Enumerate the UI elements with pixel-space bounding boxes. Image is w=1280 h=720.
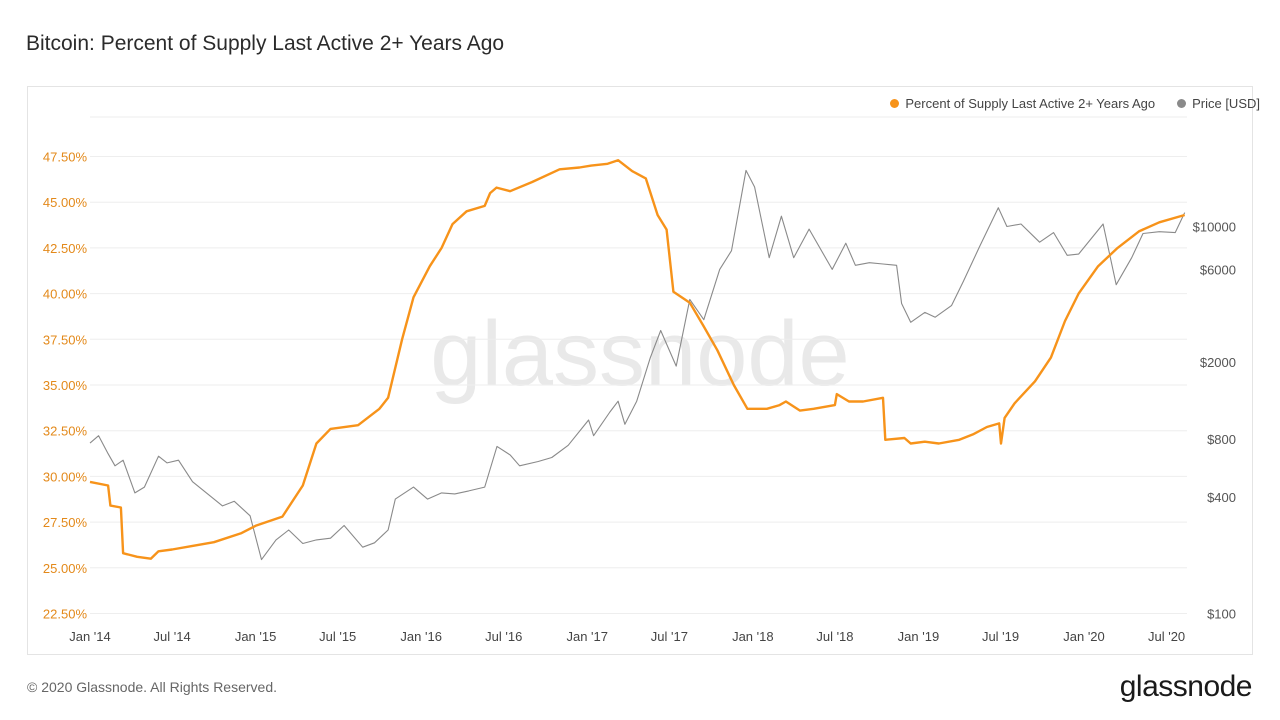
- x-tick-label: Jul '17: [651, 629, 688, 644]
- legend-item-supply[interactable]: Percent of Supply Last Active 2+ Years A…: [890, 96, 1155, 111]
- legend-item-price[interactable]: Price [USD]: [1177, 96, 1260, 111]
- price-series-line: [89, 169, 1186, 561]
- axis-layer: 22.50% 25.00% 27.50% 30.00% 32.50% 35.00% 37.5…: [43, 150, 1236, 645]
- brand-logo[interactable]: glassnode: [1119, 670, 1253, 703]
- y-right-tick-label: $2000: [1200, 355, 1236, 370]
- watermark-text: glassnode: [430, 303, 849, 405]
- copyright-text: © 2020 Glassnode. All Rights Reserved.: [27, 679, 278, 695]
- chart-title: Bitcoin: Percent of Supply Last Active 2…: [26, 32, 505, 55]
- y-left-tick-label: 27.50%: [43, 515, 88, 530]
- x-tick-label: Jan '19: [898, 629, 940, 644]
- price-layer: [89, 169, 1186, 561]
- y-left-tick-label: 37.50%: [43, 332, 88, 347]
- chart-panel: [27, 86, 1253, 655]
- y-right-tick-label: $400: [1207, 490, 1236, 505]
- x-tick-label: Jan '16: [400, 629, 442, 644]
- x-tick-label: Jan '17: [566, 629, 608, 644]
- chart-legend: Percent of Supply Last Active 2+ Years A…: [890, 96, 1260, 111]
- legend-label-supply: Percent of Supply Last Active 2+ Years A…: [905, 96, 1156, 111]
- x-tick-label: Jan '14: [69, 629, 111, 644]
- y-right-tick-label: $10000: [1193, 220, 1236, 235]
- y-left-tick-label: 45.00%: [43, 195, 88, 210]
- x-tick-label: Jan '20: [1063, 629, 1105, 644]
- y-right-tick-label: $800: [1207, 432, 1236, 447]
- x-tick-label: Jul '20: [1148, 629, 1185, 644]
- y-left-tick-label: 30.00%: [43, 469, 88, 484]
- y-left-tick-label: 22.50%: [43, 607, 88, 622]
- y-right-tick-label: $6000: [1200, 262, 1236, 277]
- x-tick-label: Jan '18: [732, 629, 774, 644]
- supply-series-line: [89, 159, 1186, 560]
- y-left-tick-label: 35.00%: [43, 378, 88, 393]
- legend-dot-price: [1177, 99, 1187, 108]
- y-left-tick-label: 25.00%: [43, 561, 88, 576]
- x-tick-label: Jan '15: [235, 629, 277, 644]
- x-tick-label: Jul '16: [485, 629, 522, 644]
- y-left-tick-label: 32.50%: [43, 424, 88, 439]
- y-left-tick-label: 40.00%: [43, 287, 88, 302]
- x-tick-label: Jul '18: [816, 629, 853, 644]
- y-left-tick-label: 42.50%: [43, 241, 88, 256]
- x-tick-label: Jul '15: [319, 629, 356, 644]
- supply-layer: [89, 159, 1186, 560]
- y-right-tick-label: $100: [1207, 607, 1236, 622]
- x-tick-label: Jul '19: [982, 629, 1019, 644]
- x-tick-label: Jul '14: [154, 629, 191, 644]
- grid-layer: [90, 116, 1187, 614]
- y-left-tick-label: 47.50%: [43, 150, 88, 165]
- legend-label-price: Price [USD]: [1192, 96, 1260, 111]
- legend-dot-supply: [890, 99, 900, 108]
